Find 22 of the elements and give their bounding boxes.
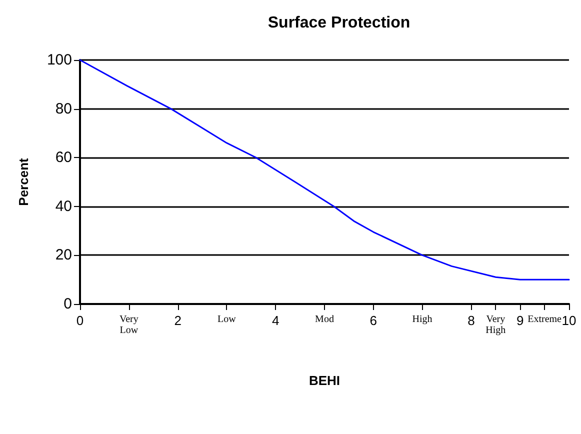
x-tick-label: Low [218, 314, 237, 325]
x-tick-label: Extreme [528, 314, 562, 325]
x-tick-label: 6 [370, 313, 378, 328]
y-axis-title: Percent [16, 157, 31, 206]
x-tick-label: 9 [516, 313, 524, 328]
y-tick-label: 40 [55, 198, 72, 215]
x-tick-label: 4 [272, 313, 280, 328]
x-tick-label: High [412, 314, 432, 325]
y-tick-label: 0 [64, 296, 72, 312]
x-tick-label: 10 [562, 313, 576, 328]
x-tick-label: Very High [486, 314, 506, 336]
x-tick-label: 0 [76, 313, 84, 328]
x-tick-label: 8 [468, 313, 475, 328]
y-tick-label: 60 [55, 149, 72, 166]
x-tick-label: Very Low [119, 314, 139, 336]
chart-title: Surface Protection [268, 14, 410, 32]
y-tick-label: 100 [46, 52, 72, 68]
x-tick-label: Mod [315, 314, 334, 325]
x-tick-label: 2 [174, 313, 182, 328]
y-tick-label: 20 [55, 246, 72, 264]
y-tick-label: 80 [55, 100, 72, 118]
x-axis-title: BEHI [308, 373, 340, 388]
